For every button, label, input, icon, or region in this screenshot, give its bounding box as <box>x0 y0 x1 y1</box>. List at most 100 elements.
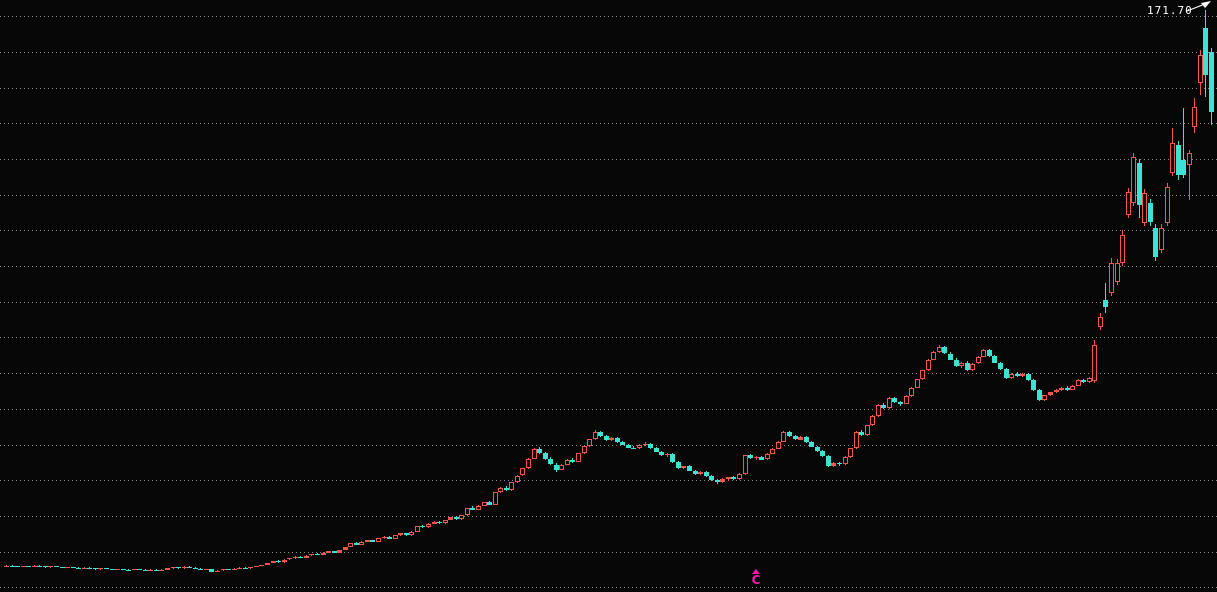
candle-body <box>865 425 870 436</box>
candle-body <box>237 567 242 569</box>
candle-body <box>132 569 137 571</box>
candle-body <box>948 353 953 360</box>
candle-body <box>709 476 714 480</box>
candle-body <box>815 446 820 452</box>
candle-body <box>904 395 909 405</box>
candle-body <box>265 563 270 565</box>
candle-body <box>981 349 986 357</box>
candle-body <box>1037 390 1042 400</box>
candle-body <box>448 517 453 520</box>
candle-body <box>404 533 409 536</box>
candle-body <box>10 565 15 567</box>
candle-body <box>148 569 153 571</box>
candle-body <box>526 458 531 469</box>
candle-body <box>537 449 542 454</box>
candle-body <box>1015 373 1020 377</box>
candle-body <box>459 515 464 520</box>
candle-body <box>587 439 592 447</box>
candle-body <box>826 456 831 466</box>
candle-body <box>1153 228 1158 258</box>
candle-body <box>654 448 659 452</box>
candle-body <box>276 561 281 563</box>
candle-body <box>437 521 442 524</box>
gridline <box>0 551 1217 553</box>
candle-body <box>226 569 231 571</box>
candle-body <box>754 457 759 459</box>
candle-body <box>165 568 170 570</box>
candle-body <box>370 540 375 542</box>
candle-body <box>259 564 264 566</box>
candle-body <box>415 525 420 532</box>
candle-body <box>643 444 648 446</box>
candle-wick <box>1183 107 1184 179</box>
candle-body <box>209 569 214 572</box>
candle-body <box>1187 152 1192 165</box>
candle-body <box>1165 187 1170 224</box>
candle-body <box>154 569 159 571</box>
candle-body <box>731 477 736 480</box>
candle-body <box>609 438 614 440</box>
candle-body <box>926 359 931 371</box>
candle-body <box>1176 145 1181 175</box>
candle-body <box>781 432 786 442</box>
candle-body <box>743 454 748 475</box>
candle-body <box>359 541 364 545</box>
candle-body <box>965 362 970 370</box>
candle-body <box>715 479 720 482</box>
candle-body <box>665 453 670 456</box>
candle-body <box>793 436 798 440</box>
gridline <box>0 480 1217 482</box>
candle-body <box>176 567 181 569</box>
candle-body <box>348 543 353 547</box>
candle-body <box>887 398 892 409</box>
candle-body <box>998 362 1003 369</box>
candle-body <box>271 561 276 563</box>
candle-body <box>626 444 631 448</box>
candle-wick <box>1189 150 1190 200</box>
candle-body <box>970 363 975 370</box>
candle-body <box>687 466 692 471</box>
candle-body <box>504 487 509 491</box>
candle-body <box>1070 385 1075 390</box>
gridline <box>0 408 1217 410</box>
candle-body <box>493 492 498 505</box>
candle-body <box>287 558 292 560</box>
candle-body <box>992 356 997 363</box>
candle-body <box>870 415 875 426</box>
candle-body <box>931 352 936 360</box>
candle-body <box>593 432 598 440</box>
candle-body <box>543 453 548 459</box>
candle-body <box>776 441 781 449</box>
candle-body <box>1126 192 1131 215</box>
candle-body <box>143 569 148 571</box>
candle-body <box>909 387 914 396</box>
triangle-up-icon <box>752 569 760 574</box>
candle-body <box>337 549 342 553</box>
candle-body <box>43 566 48 568</box>
candle-body <box>598 432 603 437</box>
candle-body <box>920 370 925 380</box>
candle-body <box>470 508 475 510</box>
candle-body <box>659 451 664 456</box>
candle-body <box>726 477 731 480</box>
candle-wick <box>756 456 757 460</box>
candle-body <box>637 444 642 449</box>
candle-body <box>498 487 503 492</box>
candle-body <box>232 568 237 571</box>
candle-body <box>554 464 559 470</box>
candle-body <box>942 347 947 354</box>
candle-body <box>282 559 287 563</box>
candle-body <box>15 566 20 568</box>
candle-body <box>321 552 326 556</box>
candle-body <box>854 432 859 449</box>
candle-body <box>831 463 836 466</box>
breakout-arrow-icon <box>1186 1 1211 12</box>
candle-body <box>509 482 514 491</box>
candle-body <box>1020 374 1025 377</box>
candle-body <box>548 458 553 465</box>
candle-body <box>171 567 176 569</box>
candle-body <box>837 463 842 465</box>
candle-body <box>954 359 959 366</box>
candle-body <box>65 567 70 569</box>
